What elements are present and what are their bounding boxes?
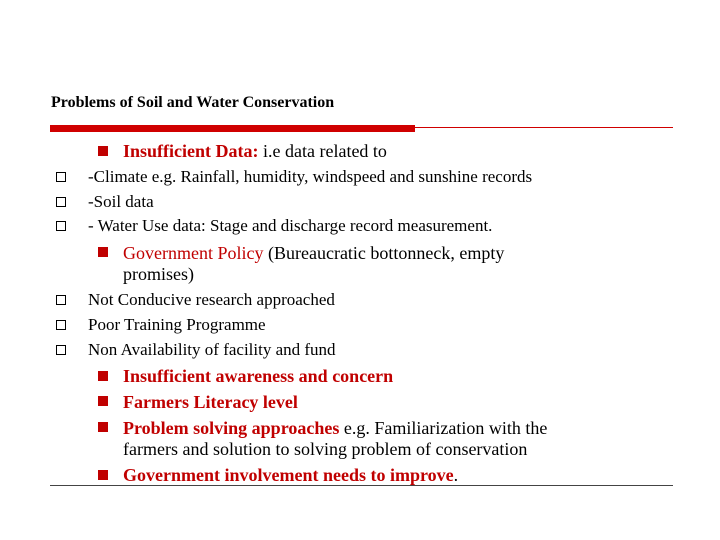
red-square-bullet-icon xyxy=(98,422,108,432)
item-lead: Government Policy xyxy=(123,243,264,263)
bullet-item: Insufficient awareness and concern xyxy=(123,366,394,386)
hollow-square-bullet-icon xyxy=(56,295,66,305)
item-rest: i.e data related to xyxy=(258,141,387,161)
red-square-bullet-icon xyxy=(98,247,108,257)
item-rest: e.g. Familiarization with the xyxy=(339,418,548,438)
item-lead: Government involvement needs to improve xyxy=(123,465,454,485)
sub-bullet-item: -Climate e.g. Rainfall, humidity, windsp… xyxy=(88,167,533,186)
hollow-square-bullet-icon xyxy=(56,172,66,182)
bullet-item: Insufficient Data: i.e data related to xyxy=(123,142,387,161)
bullet-item: Problem solving approaches e.g. Familiar… xyxy=(123,419,547,438)
item-lead: Problem solving approaches xyxy=(123,418,340,438)
red-square-bullet-icon xyxy=(98,371,108,381)
sub-bullet-item: Poor Training Programme xyxy=(88,315,266,334)
sub-bullet-item: Not Conducive research approached xyxy=(88,290,335,309)
item-lead: Insufficient Data: xyxy=(123,141,259,161)
hollow-square-bullet-icon xyxy=(56,345,66,355)
hollow-square-bullet-icon xyxy=(56,221,66,231)
bottom-rule xyxy=(50,485,673,486)
item-rest: . xyxy=(453,465,459,485)
red-square-bullet-icon xyxy=(98,146,108,156)
slide-title: Problems of Soil and Water Conservation xyxy=(51,94,335,111)
sub-bullet-item: Non Availability of facility and fund xyxy=(88,340,336,359)
bullet-item: Government Policy (Bureaucratic bottonne… xyxy=(123,244,504,263)
title-underline-rule xyxy=(415,127,673,128)
red-square-bullet-icon xyxy=(98,396,108,406)
hollow-square-bullet-icon xyxy=(56,320,66,330)
hollow-square-bullet-icon xyxy=(56,197,66,207)
red-square-bullet-icon xyxy=(98,470,108,480)
sub-bullet-item: -Soil data xyxy=(88,192,154,211)
title-underline-bar xyxy=(50,125,415,132)
item-continuation: farmers and solution to solving problem … xyxy=(123,439,528,459)
bullet-item: Government involvement needs to improve. xyxy=(123,466,458,485)
item-rest: (Bureaucratic bottonneck, empty xyxy=(263,243,505,263)
sub-bullet-item: - Water Use data: Stage and discharge re… xyxy=(88,216,493,235)
bullet-item: Farmers Literacy level xyxy=(123,392,298,412)
item-continuation: promises) xyxy=(123,264,194,284)
